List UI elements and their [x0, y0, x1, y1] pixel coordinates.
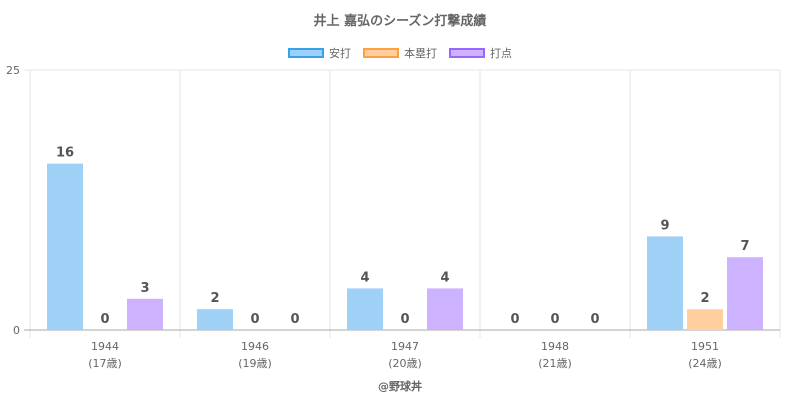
- legend-label-homeruns: 本塁打: [404, 47, 437, 60]
- x-tick-label-year: 1946: [241, 340, 269, 353]
- bar: [127, 298, 163, 330]
- data-label: 0: [250, 312, 259, 327]
- legend-item-hits[interactable]: 安打: [288, 45, 351, 61]
- x-tick-label-year: 1944: [91, 340, 119, 353]
- data-label: 0: [550, 312, 559, 327]
- data-label: 0: [510, 312, 519, 327]
- data-label: 9: [660, 218, 669, 233]
- legend-label-rbi: 打点: [490, 47, 512, 60]
- data-label: 16: [56, 146, 74, 161]
- bar: [727, 257, 763, 330]
- data-label: 0: [590, 312, 599, 327]
- data-label: 7: [740, 239, 749, 254]
- bar: [687, 309, 723, 330]
- data-label: 0: [100, 312, 109, 327]
- legend-item-rbi[interactable]: 打点: [449, 45, 512, 61]
- y-tick-label: 25: [6, 64, 20, 77]
- x-tick-label-age: (21歳): [538, 357, 572, 370]
- bar: [47, 163, 83, 330]
- x-tick-label-year: 1951: [691, 340, 719, 353]
- bar: [647, 236, 683, 330]
- legend-swatch-rbi: [449, 48, 485, 58]
- bar: [427, 288, 463, 330]
- bar: [347, 288, 383, 330]
- data-label: 2: [210, 291, 219, 306]
- y-tick-label: 0: [13, 324, 20, 337]
- x-tick-label-age: (20歳): [388, 357, 422, 370]
- legend-label-hits: 安打: [329, 47, 351, 60]
- data-label: 0: [290, 312, 299, 327]
- x-tick-label-age: (17歳): [88, 357, 122, 370]
- data-label: 4: [360, 270, 369, 285]
- legend-item-homeruns[interactable]: 本塁打: [363, 45, 437, 61]
- x-tick-label-year: 1948: [541, 340, 569, 353]
- bar: [197, 309, 233, 330]
- chart-title: 井上 嘉弘のシーズン打撃成績: [313, 14, 487, 29]
- data-label: 3: [140, 281, 149, 296]
- legend-swatch-homeruns: [363, 48, 399, 58]
- legend-swatch-hits: [288, 48, 324, 58]
- footer-credit: @野球丼: [378, 380, 422, 393]
- data-label: 2: [700, 291, 709, 306]
- data-label: 4: [440, 270, 449, 285]
- x-tick-label-year: 1947: [391, 340, 419, 353]
- chart-legend: 安打 本塁打 打点: [0, 45, 800, 61]
- data-label: 0: [400, 312, 409, 327]
- x-tick-label-age: (24歳): [688, 357, 722, 370]
- x-tick-label-age: (19歳): [238, 357, 272, 370]
